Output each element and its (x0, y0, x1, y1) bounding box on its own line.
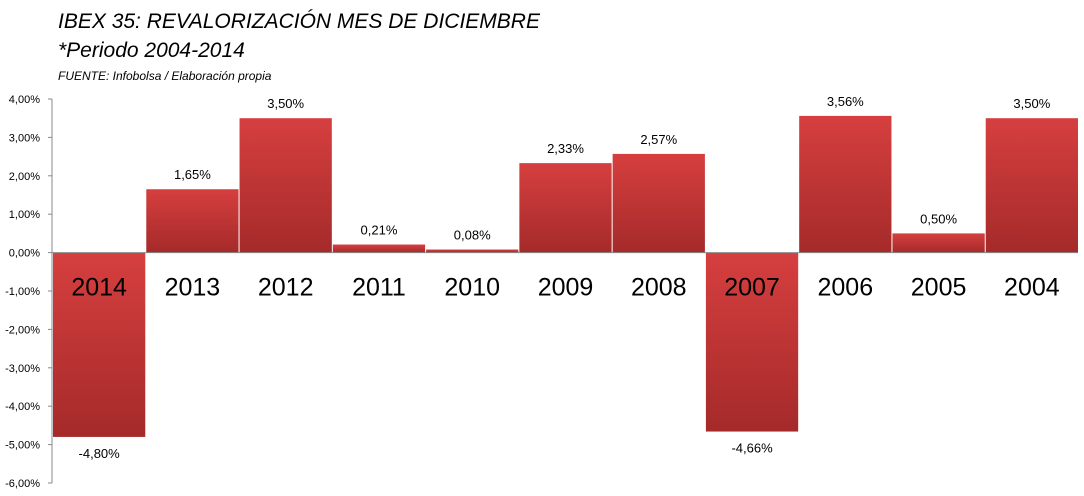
y-tick-label: -5,00% (5, 440, 40, 452)
data-label: 0,50% (920, 211, 957, 226)
category-label: 2006 (818, 274, 874, 302)
category-label: 2010 (444, 274, 500, 302)
bar-2008 (612, 153, 705, 253)
category-label: 2014 (71, 274, 127, 302)
category-label: 2013 (165, 274, 221, 302)
category-label: 2007 (724, 274, 780, 302)
data-label: 2,57% (640, 132, 677, 147)
y-tick-label: 3,00% (9, 132, 40, 144)
bar-2006 (799, 115, 892, 253)
bar-2013 (146, 189, 239, 253)
bar-2007 (705, 252, 799, 432)
category-label: 2004 (1004, 274, 1060, 302)
y-tick-label: 1,00% (9, 209, 40, 221)
category-label: 2005 (911, 274, 967, 302)
data-label: 0,21% (361, 223, 398, 238)
y-tick-label: -6,00% (5, 478, 40, 490)
y-tick-label: -1,00% (5, 286, 40, 298)
category-label: 2008 (631, 274, 687, 302)
chart-title: IBEX 35: REVALORIZACIÓN MES DE DICIEMBRE (58, 10, 540, 33)
data-label: 0,08% (454, 228, 491, 243)
data-label: 3,56% (827, 94, 864, 109)
chart-source: FUENTE: Infobolsa / Elaboración propia (58, 69, 272, 83)
data-label: -4,66% (731, 441, 773, 456)
data-label: 3,50% (1013, 96, 1050, 111)
category-label: 2011 (352, 274, 406, 302)
y-tick-label: -4,00% (5, 401, 40, 413)
bar-2005 (892, 233, 985, 253)
category-label: 2009 (538, 274, 594, 302)
bar-2010 (426, 249, 519, 253)
y-tick-label: 4,00% (9, 94, 40, 106)
bar-2011 (332, 244, 426, 253)
bar-2004 (985, 118, 1078, 253)
y-tick-label: -3,00% (5, 363, 40, 375)
bar-2009 (519, 163, 612, 253)
category-label: 2012 (258, 274, 314, 302)
data-label: 1,65% (174, 167, 211, 182)
bar-2012 (239, 118, 332, 253)
y-tick-label: -2,00% (5, 324, 40, 336)
y-tick-label: 2,00% (9, 171, 40, 183)
data-label: -4,80% (79, 446, 121, 461)
bar-2014 (53, 252, 146, 437)
data-label: 3,50% (267, 96, 304, 111)
y-tick-label: 0,00% (9, 248, 40, 260)
data-label: 2,33% (547, 141, 584, 156)
chart-subtitle: *Periodo 2004-2014 (58, 39, 245, 62)
